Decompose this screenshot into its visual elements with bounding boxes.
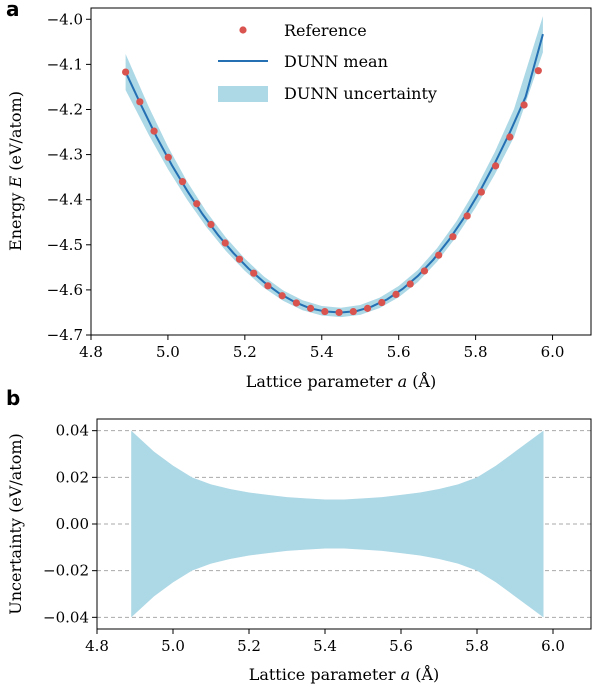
dunn-mean-line bbox=[124, 33, 544, 314]
reference-point bbox=[307, 304, 315, 312]
panel-a-x-axis-label: Lattice parameter a (Å) bbox=[246, 371, 437, 391]
legend-uncertainty-label: DUNN uncertainty bbox=[284, 84, 437, 103]
dunn-mean-path bbox=[124, 33, 544, 314]
reference-point bbox=[221, 239, 229, 247]
y-tick-label: 0.02 bbox=[56, 468, 89, 486]
reference-point bbox=[363, 304, 372, 312]
y-tick-label: −4.6 bbox=[47, 281, 83, 299]
legend-reference-label: Reference bbox=[284, 21, 367, 40]
reference-point bbox=[420, 267, 429, 275]
x-tick-label: 5.2 bbox=[233, 343, 257, 361]
y-tick-label: 0.00 bbox=[56, 515, 89, 533]
reference-point bbox=[235, 255, 244, 263]
x-tick-label: 4.8 bbox=[85, 637, 109, 655]
panel-b-label: b bbox=[6, 386, 20, 410]
x-tick-label: 5.8 bbox=[465, 637, 489, 655]
reference-point bbox=[178, 178, 187, 186]
panel-a-x-ticks: 4.8 5.0 5.2 5.4 5.6 5.8 6.0 bbox=[79, 335, 564, 361]
reference-point bbox=[150, 127, 158, 135]
reference-point bbox=[435, 251, 443, 259]
x-tick-label: 5.8 bbox=[464, 343, 488, 361]
panel-a-y-axis-label: Energy E (eV/atom) bbox=[6, 91, 25, 251]
panel-b-y-ticks: −0.04 −0.02 0.00 0.02 0.04 bbox=[43, 422, 97, 626]
y-tick-label: −0.02 bbox=[43, 562, 89, 580]
y-tick-label: 0.04 bbox=[56, 422, 89, 440]
x-tick-label: 6.0 bbox=[541, 637, 565, 655]
y-tick-label: −4.1 bbox=[47, 55, 83, 73]
uncertainty-panel: 4.8 5.0 5.2 5.4 5.6 5.8 6.0 −0.04 −0.02 0.00 0.02… bbox=[6, 418, 592, 684]
reference-point bbox=[193, 200, 201, 208]
panel-a-y-ticks: −4.7 −4.6 −4.5 −4.4 −4.3 −4.2 −4.1 −4.0 bbox=[47, 10, 91, 344]
reference-point bbox=[207, 220, 215, 229]
reference-point bbox=[392, 290, 400, 299]
energy-panel: 4.8 5.0 5.2 5.4 5.6 5.8 6.0 −4.7−4.6−4.5−4.4−4… bbox=[6, 7, 592, 391]
reference-point bbox=[378, 298, 386, 307]
reference-point bbox=[449, 233, 457, 241]
reference-point bbox=[520, 101, 528, 109]
reference-point bbox=[264, 282, 272, 290]
x-tick-label: 5.0 bbox=[161, 637, 185, 655]
reference-point bbox=[292, 299, 300, 307]
x-tick-label: 4.8 bbox=[79, 343, 103, 361]
legend-uncertainty-swatch bbox=[218, 86, 268, 102]
reference-point bbox=[278, 292, 286, 300]
x-tick-label: 5.2 bbox=[237, 637, 261, 655]
reference-point bbox=[349, 307, 357, 316]
reference-point bbox=[406, 280, 414, 288]
reference-point bbox=[122, 68, 130, 76]
panel-b-y-axis-label: Uncertainty (eV/atom) bbox=[6, 433, 25, 614]
legend: Reference DUNN mean DUNN uncertainty bbox=[218, 21, 437, 103]
x-tick-label: 5.4 bbox=[313, 637, 337, 655]
y-tick-label: −4.7 bbox=[47, 326, 83, 344]
reference-point bbox=[164, 153, 172, 161]
reference-point bbox=[321, 307, 329, 316]
reference-point bbox=[463, 212, 471, 220]
y-tick-label: −0.04 bbox=[43, 608, 89, 626]
reference-point bbox=[492, 162, 500, 170]
reference-point bbox=[136, 98, 144, 106]
x-tick-label: 5.4 bbox=[310, 343, 334, 361]
reference-point bbox=[477, 188, 485, 196]
legend-reference-marker bbox=[239, 26, 247, 34]
reference-points bbox=[122, 67, 542, 317]
uncertainty-area bbox=[131, 430, 544, 618]
panel-a-frame bbox=[90, 7, 592, 336]
reference-point bbox=[506, 133, 514, 141]
y-tick-label: −4.3 bbox=[47, 146, 83, 164]
reference-point bbox=[250, 269, 258, 277]
panel-b-x-ticks: 4.8 5.0 5.2 5.4 5.6 5.8 6.0 bbox=[85, 629, 565, 655]
y-tick-label: −4.2 bbox=[47, 100, 83, 118]
y-tick-label: −4.5 bbox=[47, 236, 83, 254]
y-tick-label: −4.4 bbox=[47, 191, 83, 209]
x-tick-label: 5.0 bbox=[156, 343, 180, 361]
panel-a-label: a bbox=[6, 0, 20, 21]
y-tick-label: −4.0 bbox=[47, 10, 83, 28]
x-tick-label: 5.6 bbox=[389, 637, 413, 655]
reference-point bbox=[534, 67, 542, 75]
uncertainty-band bbox=[131, 430, 544, 618]
panel-b-x-axis-label: Lattice parameter a (Å) bbox=[249, 664, 440, 684]
x-tick-label: 6.0 bbox=[541, 343, 565, 361]
x-tick-label: 5.6 bbox=[387, 343, 411, 361]
reference-point bbox=[335, 308, 343, 317]
legend-mean-label: DUNN mean bbox=[284, 52, 388, 71]
